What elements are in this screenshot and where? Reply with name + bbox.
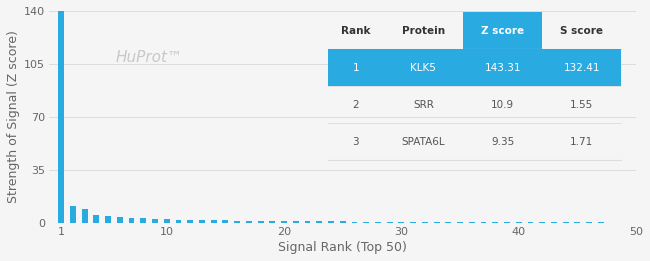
Bar [340, 221, 346, 223]
Bar [352, 222, 358, 223]
Text: KLK5: KLK5 [410, 63, 436, 73]
Text: SPATA6L: SPATA6L [402, 137, 445, 147]
Bar [422, 222, 428, 223]
Text: Z score: Z score [481, 26, 524, 35]
Bar [434, 222, 439, 223]
Text: 143.31: 143.31 [484, 63, 521, 73]
Text: 1: 1 [352, 63, 359, 73]
Text: 3: 3 [352, 137, 359, 147]
X-axis label: Signal Rank (Top 50): Signal Rank (Top 50) [278, 241, 407, 254]
Bar [117, 217, 123, 223]
Bar [234, 221, 240, 223]
Bar [504, 222, 510, 223]
Bar [551, 222, 557, 223]
Bar [176, 220, 181, 223]
Bar [94, 215, 99, 223]
Text: 10.9: 10.9 [491, 100, 514, 110]
Bar [187, 220, 193, 223]
Text: 2: 2 [352, 100, 359, 110]
Bar [164, 220, 170, 223]
Bar [105, 216, 111, 223]
Bar [269, 221, 275, 223]
Text: S score: S score [560, 26, 603, 35]
Bar [257, 221, 263, 223]
Bar [540, 222, 545, 223]
Bar [398, 222, 404, 223]
Bar [305, 221, 311, 223]
Bar [586, 222, 592, 223]
Text: Protein: Protein [402, 26, 445, 35]
Bar [575, 222, 580, 223]
Bar [563, 222, 569, 223]
Bar [328, 221, 334, 223]
Bar [492, 222, 498, 223]
Text: 9.35: 9.35 [491, 137, 514, 147]
Bar [281, 221, 287, 223]
Bar [457, 222, 463, 223]
Text: Rank: Rank [341, 26, 370, 35]
Bar [375, 222, 381, 223]
Bar [363, 222, 369, 223]
Y-axis label: Strength of Signal (Z score): Strength of Signal (Z score) [7, 30, 20, 203]
Text: 1.55: 1.55 [570, 100, 593, 110]
FancyBboxPatch shape [463, 12, 542, 49]
Bar [129, 218, 135, 223]
Bar [445, 222, 451, 223]
Text: 132.41: 132.41 [564, 63, 600, 73]
Bar [528, 222, 534, 223]
Bar [317, 221, 322, 223]
Text: 1.71: 1.71 [570, 137, 593, 147]
Bar [152, 219, 158, 223]
Text: SRR: SRR [413, 100, 434, 110]
Bar [469, 222, 474, 223]
Bar [387, 222, 393, 223]
Bar [516, 222, 522, 223]
Bar [410, 222, 416, 223]
Bar [199, 220, 205, 223]
Bar [211, 220, 216, 223]
Bar [246, 221, 252, 223]
Bar [222, 221, 228, 223]
Bar [480, 222, 486, 223]
Bar [293, 221, 299, 223]
Bar [58, 6, 64, 223]
FancyBboxPatch shape [328, 49, 621, 86]
Text: HuProt™: HuProt™ [116, 50, 183, 65]
Bar [70, 206, 76, 223]
Bar [140, 218, 146, 223]
Bar [82, 209, 88, 223]
